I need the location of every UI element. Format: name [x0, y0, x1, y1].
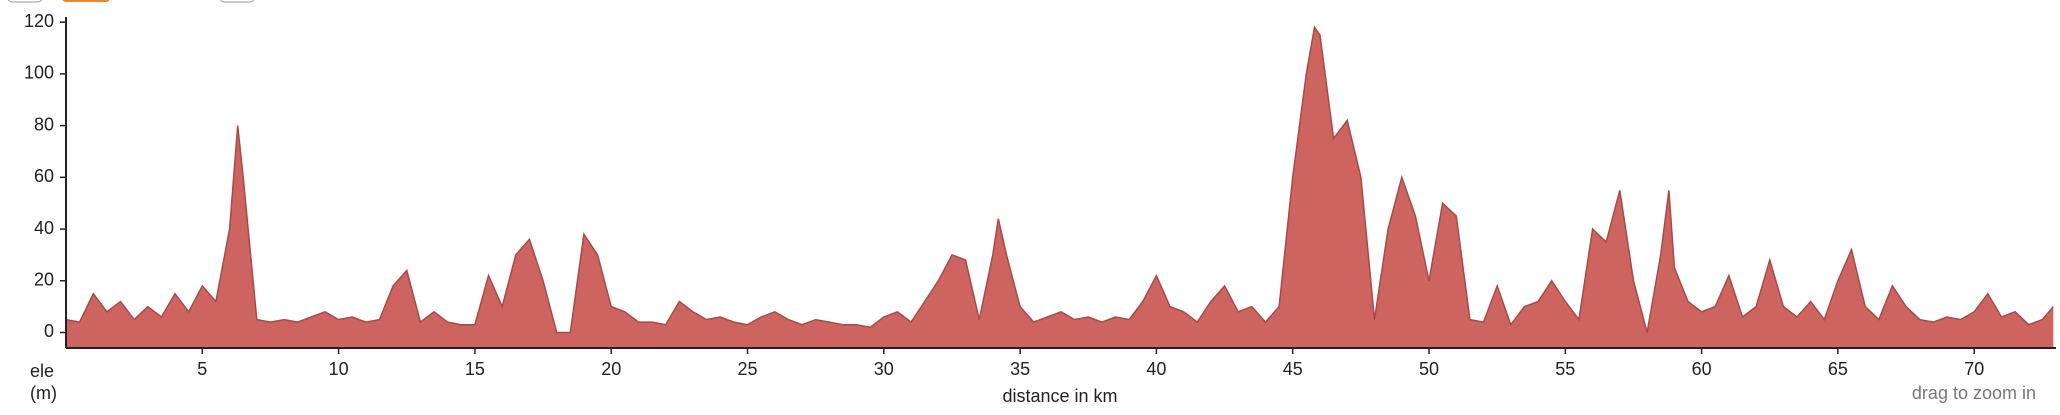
y-axis-label: ele (m)	[30, 361, 57, 403]
y-tick-label: 100	[24, 63, 54, 83]
x-tick-label: 35	[1010, 359, 1030, 379]
x-tick-label: 45	[1283, 359, 1303, 379]
x-tick-label: 15	[465, 359, 485, 379]
y-tick-label: 120	[24, 11, 54, 31]
x-tick-label: 25	[737, 359, 757, 379]
y-tick-label: 60	[34, 166, 54, 186]
annotation: drag to zoom in	[1912, 383, 2036, 403]
x-tick-label: 20	[601, 359, 621, 379]
area	[66, 27, 2054, 349]
x-tick-label: 40	[1146, 359, 1166, 379]
x-tick-label: 60	[1692, 359, 1712, 379]
y-tick-label: 80	[34, 114, 54, 134]
y-tick-label: 40	[34, 218, 54, 238]
button[interactable]	[62, 0, 110, 2]
y-tick-label: 0	[44, 321, 54, 341]
x-tick-label: 50	[1419, 359, 1439, 379]
y-axis-label-line: (m)	[30, 383, 57, 403]
y-axis-label-line: ele	[30, 361, 54, 381]
y-tick-label: 20	[34, 270, 54, 290]
x-tick-label: 55	[1555, 359, 1575, 379]
x-tick-label: 5	[197, 359, 207, 379]
button[interactable]	[7, 0, 43, 3]
button[interactable]	[219, 0, 255, 3]
x-tick-label: 10	[329, 359, 349, 379]
area-edge	[65, 25, 2054, 334]
x-axis-label: distance in km	[1002, 386, 1117, 406]
x-tick-label: 70	[1964, 359, 1984, 379]
x-tick-label: 30	[874, 359, 894, 379]
x-tick-label: 65	[1828, 359, 1848, 379]
